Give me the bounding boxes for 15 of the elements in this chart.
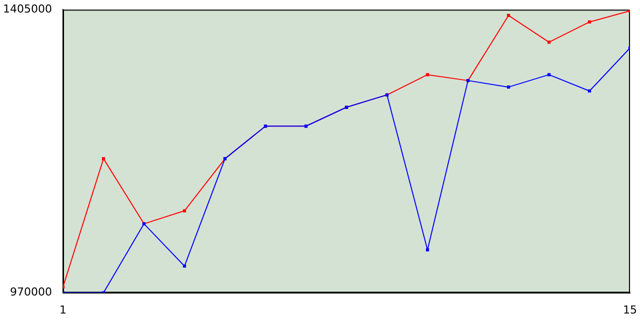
point: [506, 14, 510, 18]
x-tick-label: 15: [623, 303, 637, 316]
point: [182, 264, 186, 268]
point: [547, 73, 551, 76]
point: [506, 86, 510, 89]
point: [182, 209, 186, 212]
y-tick-label: 1405000: [2, 2, 52, 16]
point: [102, 157, 106, 160]
point: [588, 20, 592, 24]
y-tick-label: 970000: [10, 286, 52, 299]
point: [588, 89, 592, 93]
point: [426, 73, 430, 76]
point: [426, 248, 430, 252]
x-tick-label: 1: [59, 303, 66, 316]
point: [547, 40, 551, 44]
